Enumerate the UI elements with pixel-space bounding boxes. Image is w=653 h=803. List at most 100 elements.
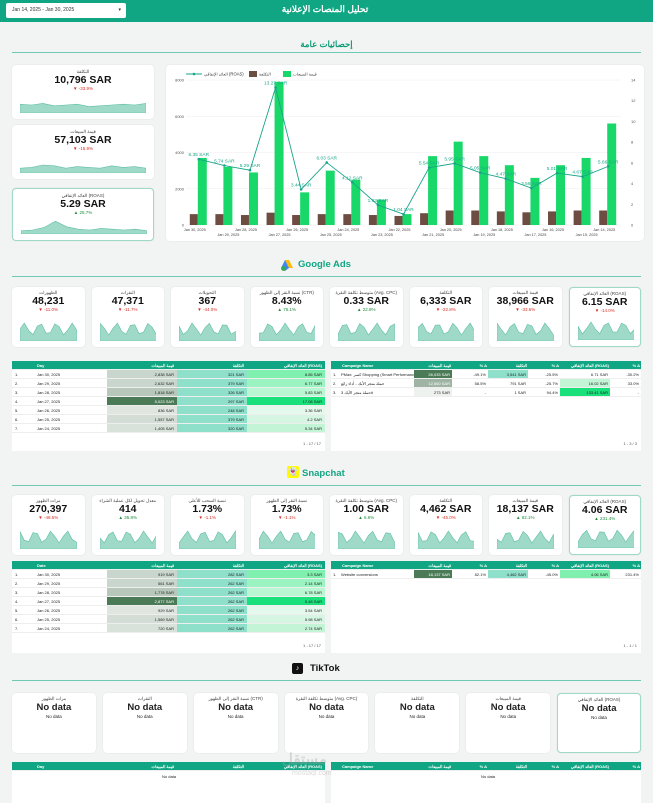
column-header[interactable]: التكلفة <box>515 563 527 568</box>
table-row[interactable]: 2. حملة متجر الأيك - أداء رائع 12,660 SAR 5… <box>331 379 641 388</box>
table-cell: -25.7% <box>545 381 558 386</box>
google-kpi-card[interactable]: العائد الإنفاقي (ROAS) 6.15 SAR ▼ -14.0% <box>568 287 641 347</box>
column-header[interactable]: Date <box>37 563 46 568</box>
sparkline-area <box>20 164 146 173</box>
table-row[interactable]: 3. Jan 28, 2025 1,778 SAR 262 SAR 6.78 SAR <box>12 588 325 597</box>
column-header[interactable]: قيمة المبيعات <box>151 363 174 368</box>
tiktok-kpi-card[interactable]: النقرات No data No data <box>102 693 187 753</box>
table-row[interactable]: 4. Jan 27, 2025 2,877 SAR 262 SAR 5.48 SAR <box>12 597 325 606</box>
column-header[interactable]: العائد الإنفاقي (ROAS) <box>283 363 322 368</box>
tiktok-kpi-card[interactable]: مرات الظهور No data No data <box>12 693 96 753</box>
snap-kpi-card[interactable]: العائد الإنفاقي (ROAS) 4.06 SAR ▲ 231.4% <box>568 495 641 555</box>
table-cell: 4.2 SAR <box>247 415 325 423</box>
google-kpi-card[interactable]: النقرات 47,371 ▼ -11.7% <box>91 287 164 347</box>
column-header[interactable]: Campaign Name <box>342 563 374 568</box>
column-header[interactable]: العائد الإنفاقي (ROAS) <box>570 363 609 368</box>
empty-state: No data <box>481 774 496 779</box>
column-header[interactable]: % Δ <box>632 764 640 769</box>
sparkline-area <box>20 530 77 549</box>
google-kpi-card[interactable]: متوسط تكلفة النقرة (Avg. CPC) 0.33 SAR ▲ 2… <box>330 287 403 347</box>
table-row[interactable]: 3. حملة متجر الأيك 3# 273 SAR -1 SAR 94.4% 13… <box>331 388 641 397</box>
column-header[interactable]: قيمة المبيعات <box>428 363 451 368</box>
column-header[interactable]: قيمة المبيعات <box>151 764 174 769</box>
tiktok-kpi-card[interactable]: التكلفة No data No data <box>375 693 460 753</box>
column-header[interactable]: Day <box>37 764 45 769</box>
pagination[interactable]: 1 - 17 / 17 <box>302 441 321 446</box>
overview-kpi-card[interactable]: التكلفة 10,796 SAR ▼ -33.9% <box>12 65 154 119</box>
table-row[interactable]: 1. Jan 30, 2025 919 SAR 282 SAR 3.3 SAR <box>12 570 325 579</box>
column-header[interactable]: Campaign Name <box>342 764 374 769</box>
table-row[interactable]: 7. Jan 24, 2025 720 SAR 262 SAR 2.74 SAR <box>12 624 325 633</box>
table-cell: 262 SAR <box>177 579 247 587</box>
table-cell: 3. <box>15 390 19 395</box>
column-header[interactable]: % Δ <box>551 764 559 769</box>
tiktok-kpi-card[interactable]: متوسط تكلفة النقرة (Avg. CPC) No data No d… <box>284 693 369 753</box>
column-header[interactable]: العائد الإنفاقي (ROAS) <box>570 764 609 769</box>
table-row[interactable]: 2. Jan 29, 2025 2,632 SAR 379 SAR 6.77 SAR <box>12 379 325 388</box>
table-cell: -25.5% <box>545 372 558 377</box>
overview-kpi-card[interactable]: العائد الإنفاقي (ROAS) 5.29 SAR ▲ 25.7% <box>12 188 154 241</box>
google-kpi-card[interactable]: نسبة النقر إلى الظهور (CTR) 8.43% ▲ 76.1% <box>250 287 323 347</box>
google-kpi-card[interactable]: الظهورات 48,231 ▼ -11.0% <box>12 287 85 347</box>
column-header[interactable]: التكلفة <box>232 764 244 769</box>
table-cell: 2,632 SAR <box>107 379 177 387</box>
google-kpi-card[interactable]: التحويلات 367 ▼ -44.0% <box>171 287 244 347</box>
table-cell: 8.85 SAR <box>247 370 325 378</box>
table-row[interactable]: 5. Jan 26, 2025 836 SAR 248 SAR 3.36 SAR <box>12 406 325 415</box>
column-header[interactable]: العائد الإنفاقي (ROAS) <box>283 563 322 568</box>
column-header[interactable]: % Δ <box>479 363 487 368</box>
tiktok-kpi-card[interactable]: العائد الإنفاقي (ROAS) No data No data <box>557 693 641 753</box>
table-row[interactable]: 3. Jan 28, 2025 1,818 SAR 326 SAR 5.83 SAR <box>12 388 325 397</box>
snap-kpi-card[interactable]: قيمة المبيعات 18,137 SAR ▲ 82.1% <box>489 495 562 555</box>
column-header[interactable]: % Δ <box>551 563 559 568</box>
column-header[interactable]: % Δ <box>632 363 640 368</box>
table-row[interactable]: 1. Website conversions 18,137 SAR 82.1% 4,46… <box>331 570 641 579</box>
snap-kpi-card[interactable]: مرات الظهور 270,397 ▼ -48.5% <box>12 495 85 555</box>
tiktok-kpi-card[interactable]: نسبة النقر إلى الظهور (CTR) No data No dat… <box>193 693 278 753</box>
snap-kpi-card[interactable]: التكلفة 4,462 SAR ▼ -45.0% <box>409 495 482 555</box>
snap-kpi-card[interactable]: نسبة النقر إلى الظهور 1.73% ▼ -1.1% <box>250 495 323 555</box>
table-row[interactable]: 4. Jan 27, 2025 5,023 SAR 297 SAR 17.08 SAR <box>12 397 325 406</box>
column-header[interactable]: % Δ <box>479 563 487 568</box>
table-row[interactable]: 7. Jan 24, 2025 1,405 SAR 320 SAR 5.34 SAR <box>12 424 325 433</box>
date-range-picker[interactable]: Jan 14, 2025 - Jan 30, 2025 ▾ <box>6 3 126 18</box>
column-header[interactable]: التكلفة <box>515 363 527 368</box>
column-header[interactable]: % Δ <box>551 363 559 368</box>
column-header[interactable]: Day <box>37 363 45 368</box>
column-header[interactable]: % Δ <box>479 764 487 769</box>
overview-kpi-card[interactable]: قيمة المبيعات 57,103 SAR ▼ -15.9% <box>12 125 154 179</box>
table-cell: 6. <box>15 617 19 622</box>
table-row[interactable]: 2. Jan 29, 2025 561 SAR 262 SAR 2.14 SAR <box>12 579 325 588</box>
table-row[interactable]: 1. PMax: كسر Shopping (Smart Performance … <box>331 370 641 379</box>
table-cell: 2. <box>333 381 337 386</box>
table-row[interactable]: 5. Jan 26, 2025 929 SAR 262 SAR 3.54 SAR <box>12 606 325 615</box>
kpi-label: العائد الإنفاقي (ROAS) <box>583 291 627 296</box>
roas-point <box>223 164 226 167</box>
google-kpi-card[interactable]: قيمة المبيعات 38,966 SAR ▼ -33.6% <box>489 287 562 347</box>
table-cell: PMax: كسر Shopping (Smart Performance #2 <box>341 372 414 377</box>
column-header[interactable]: التكلفة <box>232 363 244 368</box>
snap-kpi-card[interactable]: معدل تحويل لكل عملية الشراء 414 ▲ 35.8% <box>91 495 164 555</box>
pagination[interactable]: 1 - 3 / 3 <box>623 441 637 446</box>
table-row[interactable]: 1. Jan 30, 2025 2,838 SAR 321 SAR 8.85 SAR <box>12 370 325 379</box>
table-row[interactable]: 6. Jan 25, 2025 1,569 SAR 262 SAR 5.98 SAR <box>12 615 325 624</box>
column-header[interactable]: التكلفة <box>515 764 527 769</box>
column-header[interactable]: قيمة المبيعات <box>428 563 451 568</box>
pagination[interactable]: 1 - 17 / 17 <box>302 643 321 648</box>
column-header[interactable]: % Δ <box>632 563 640 568</box>
column-header[interactable]: Campaign Name <box>342 363 374 368</box>
column-header[interactable]: التكلفة <box>232 563 244 568</box>
pagination[interactable]: 1 - 1 / 1 <box>623 643 637 648</box>
column-header[interactable]: العائد الإنفاقي (ROAS) <box>570 563 609 568</box>
table-cell: 1,818 SAR <box>107 388 177 396</box>
snap-kpi-card[interactable]: نسبة السحب للأعلى 1.73% ▼ -1.1% <box>171 495 244 555</box>
table-cell: Jan 28, 2025 <box>37 390 61 395</box>
column-header[interactable]: العائد الإنفاقي (ROAS) <box>283 764 322 769</box>
column-header[interactable]: قيمة المبيعات <box>151 563 174 568</box>
column-header[interactable]: قيمة المبيعات <box>428 764 451 769</box>
tiktok-kpi-card[interactable]: قيمة المبيعات No data No data <box>466 693 551 753</box>
google-kpi-card[interactable]: التكلفة 6,333 SAR ▼ -22.8% <box>409 287 482 347</box>
table-row[interactable]: 6. Jan 25, 2025 1,557 SAR 379 SAR 4.2 SAR <box>12 415 325 424</box>
snap-kpi-card[interactable]: متوسط تكلفة النقرة (Avg. CPC) 1.00 SAR ▲ 6… <box>330 495 403 555</box>
kpi-value: 414 <box>118 503 137 515</box>
